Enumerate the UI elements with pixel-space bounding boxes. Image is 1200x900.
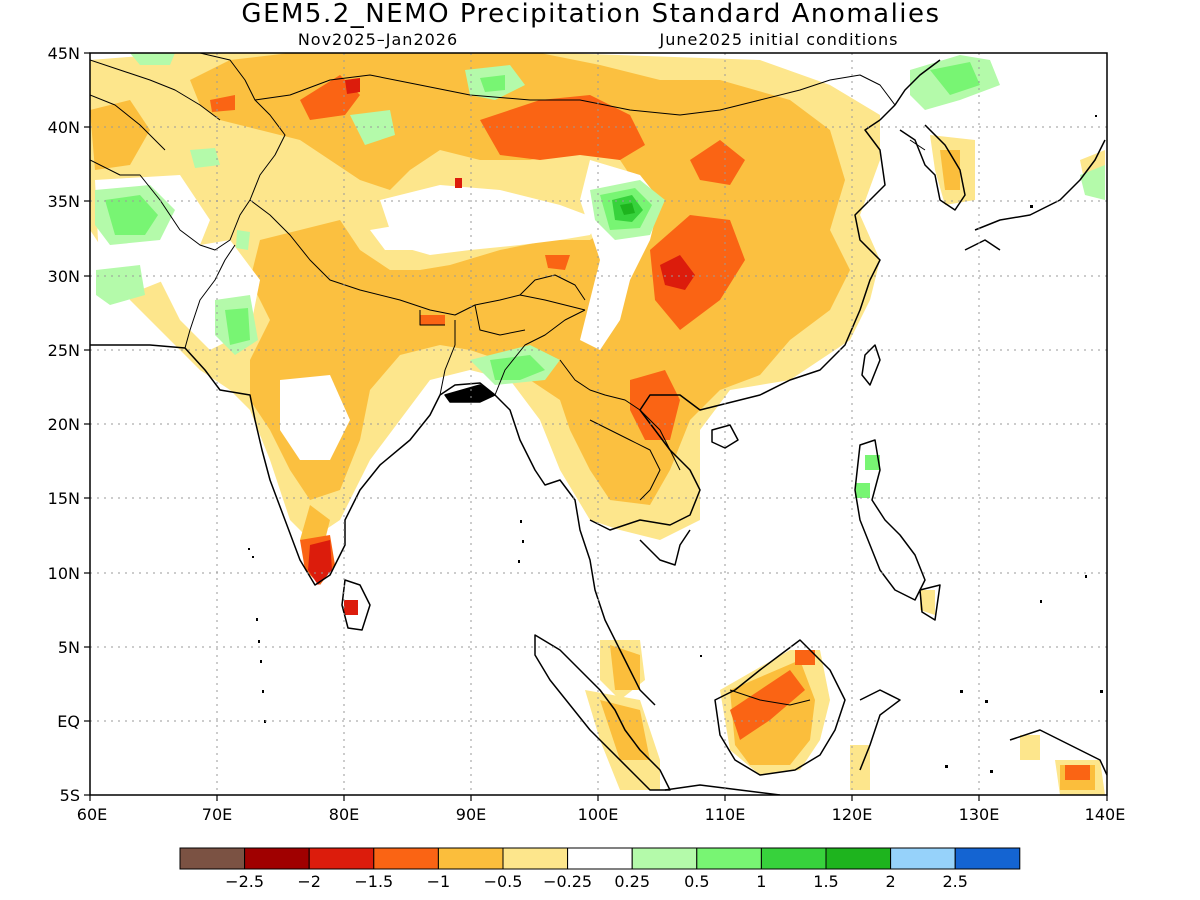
lon-label: 80E bbox=[329, 805, 359, 824]
colorbar-swatch bbox=[696, 847, 762, 870]
colorbar-label: −0.5 bbox=[484, 872, 523, 891]
lat-label: 30N bbox=[48, 267, 80, 286]
lon-label: 120E bbox=[832, 805, 873, 824]
colorbar-label: 1 bbox=[756, 872, 766, 891]
colorbar-swatch bbox=[631, 847, 698, 870]
colorbar-label: −1.5 bbox=[354, 872, 393, 891]
lat-lon-grid bbox=[90, 53, 1107, 795]
forecast-period: Nov2025–Jan2026 bbox=[298, 30, 458, 49]
lat-label: EQ bbox=[57, 712, 80, 731]
lat-label: 20N bbox=[48, 415, 80, 434]
colorbar-swatch bbox=[179, 847, 246, 870]
colorbar-swatch bbox=[760, 847, 827, 870]
lon-label: 70E bbox=[202, 805, 232, 824]
lon-label: 90E bbox=[456, 805, 486, 824]
lon-label: 140E bbox=[1085, 805, 1126, 824]
lat-label: 10N bbox=[48, 564, 80, 583]
colorbar-swatch bbox=[567, 847, 633, 870]
axis-ticks bbox=[84, 52, 1108, 801]
latitude-labels: 45N 40N 35N 30N 25N 20N 15N 10N 5N EQ 5S bbox=[48, 44, 80, 805]
lon-label: 100E bbox=[578, 805, 619, 824]
lat-label: 25N bbox=[48, 341, 80, 360]
colorbar-swatch bbox=[244, 847, 310, 870]
colorbar-swatch bbox=[825, 847, 892, 870]
colorbar-swatch bbox=[954, 847, 1021, 870]
lat-label: 5S bbox=[60, 786, 80, 805]
dry-very-strong-regions bbox=[308, 78, 695, 615]
colorbar-legend: −2.5 −2 −1.5 −1 −0.5 −0.25 0.25 0.5 1 1.5 2 2.5 bbox=[179, 847, 1021, 891]
colorbar-label: 2.5 bbox=[942, 872, 967, 891]
lat-label: 35N bbox=[48, 192, 80, 211]
small-islands bbox=[248, 115, 1103, 773]
lon-label: 130E bbox=[959, 805, 1000, 824]
lon-label: 110E bbox=[705, 805, 746, 824]
anomaly-field bbox=[90, 53, 1107, 795]
lat-label: 40N bbox=[48, 118, 80, 137]
colorbar-label: 1.5 bbox=[813, 872, 838, 891]
map-title: GEM5.2_NEMO Precipitation Standard Anoma… bbox=[241, 0, 940, 29]
longitude-labels: 60E 70E 80E 90E 100E 110E 120E 130E 140E bbox=[77, 805, 1126, 824]
colorbar-label: −2 bbox=[297, 872, 321, 891]
lat-label: 15N bbox=[48, 489, 80, 508]
wet-very-strong-regions bbox=[620, 203, 635, 215]
lat-label: 45N bbox=[48, 44, 80, 63]
colorbar-swatch bbox=[437, 847, 504, 870]
colorbar-label: −0.25 bbox=[543, 872, 592, 891]
colorbar-label: −2.5 bbox=[225, 872, 264, 891]
colorbar-label: 0.25 bbox=[614, 872, 650, 891]
lon-label: 60E bbox=[77, 805, 107, 824]
lat-label: 5N bbox=[58, 638, 80, 657]
colorbar-label: 0.5 bbox=[684, 872, 709, 891]
initial-conditions: June2025 initial conditions bbox=[658, 30, 898, 49]
colorbar-label: 2 bbox=[886, 872, 896, 891]
colorbar-swatch bbox=[502, 847, 569, 870]
colorbar-swatch bbox=[890, 847, 956, 870]
colorbar-swatch bbox=[373, 847, 439, 870]
coastlines bbox=[90, 59, 1107, 795]
colorbar-swatch bbox=[308, 847, 375, 870]
country-borders bbox=[90, 53, 926, 706]
colorbar-label: −1 bbox=[427, 872, 451, 891]
